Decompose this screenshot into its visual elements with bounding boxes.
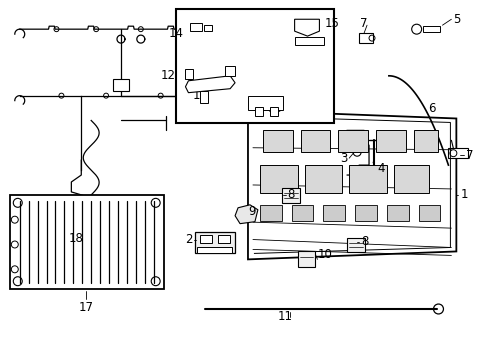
Bar (282, 188, 299, 203)
Text: 15: 15 (324, 17, 339, 30)
Bar (422, 26, 441, 32)
Bar (113, 79, 129, 91)
Text: 13: 13 (193, 89, 207, 102)
Bar (414, 130, 439, 152)
Bar (197, 247, 232, 253)
Bar (103, 255, 133, 273)
Text: 8: 8 (361, 235, 368, 248)
Bar (260, 205, 282, 221)
Bar (305, 165, 342, 193)
Bar (359, 33, 373, 43)
Bar (418, 205, 441, 221)
Text: 17: 17 (79, 301, 94, 314)
Bar (260, 165, 297, 193)
Bar (218, 235, 230, 243)
Bar (263, 130, 293, 152)
Text: 7: 7 (360, 17, 367, 30)
Text: 4: 4 (377, 162, 385, 175)
Text: 1: 1 (460, 188, 468, 201)
Bar (248, 96, 283, 109)
Bar (270, 107, 278, 117)
Bar (191, 23, 202, 31)
Text: 11: 11 (278, 310, 293, 323)
Bar (349, 165, 387, 193)
Bar (338, 130, 368, 152)
Bar (448, 148, 468, 158)
Bar (355, 205, 377, 221)
Bar (347, 238, 365, 252)
Polygon shape (185, 76, 235, 93)
Bar (89, 195, 109, 210)
Bar (200, 235, 212, 243)
Bar (200, 91, 208, 103)
Text: 5: 5 (453, 13, 461, 26)
Bar (394, 165, 429, 193)
Text: 10: 10 (318, 248, 332, 261)
Bar (376, 130, 406, 152)
Text: 3: 3 (340, 152, 347, 165)
Bar (292, 205, 314, 221)
Bar (225, 66, 235, 76)
Text: 8: 8 (288, 188, 295, 201)
Bar (323, 205, 345, 221)
Bar (255, 107, 263, 117)
Bar (204, 25, 212, 31)
Text: 2: 2 (185, 233, 193, 246)
Text: 6: 6 (429, 102, 436, 115)
Bar (297, 251, 316, 267)
Bar (196, 231, 235, 253)
Bar (10, 195, 164, 289)
Bar (387, 205, 409, 221)
Text: 18: 18 (69, 231, 83, 244)
Text: 9: 9 (248, 205, 255, 218)
Polygon shape (235, 205, 258, 224)
Polygon shape (248, 111, 456, 260)
Bar (185, 69, 194, 79)
Bar (175, 9, 334, 123)
Text: 7: 7 (466, 149, 474, 162)
Text: 16: 16 (268, 102, 283, 115)
Polygon shape (294, 19, 319, 36)
Text: 12: 12 (161, 69, 175, 82)
Bar (294, 37, 324, 45)
Text: 14: 14 (169, 27, 183, 40)
Bar (300, 130, 330, 152)
